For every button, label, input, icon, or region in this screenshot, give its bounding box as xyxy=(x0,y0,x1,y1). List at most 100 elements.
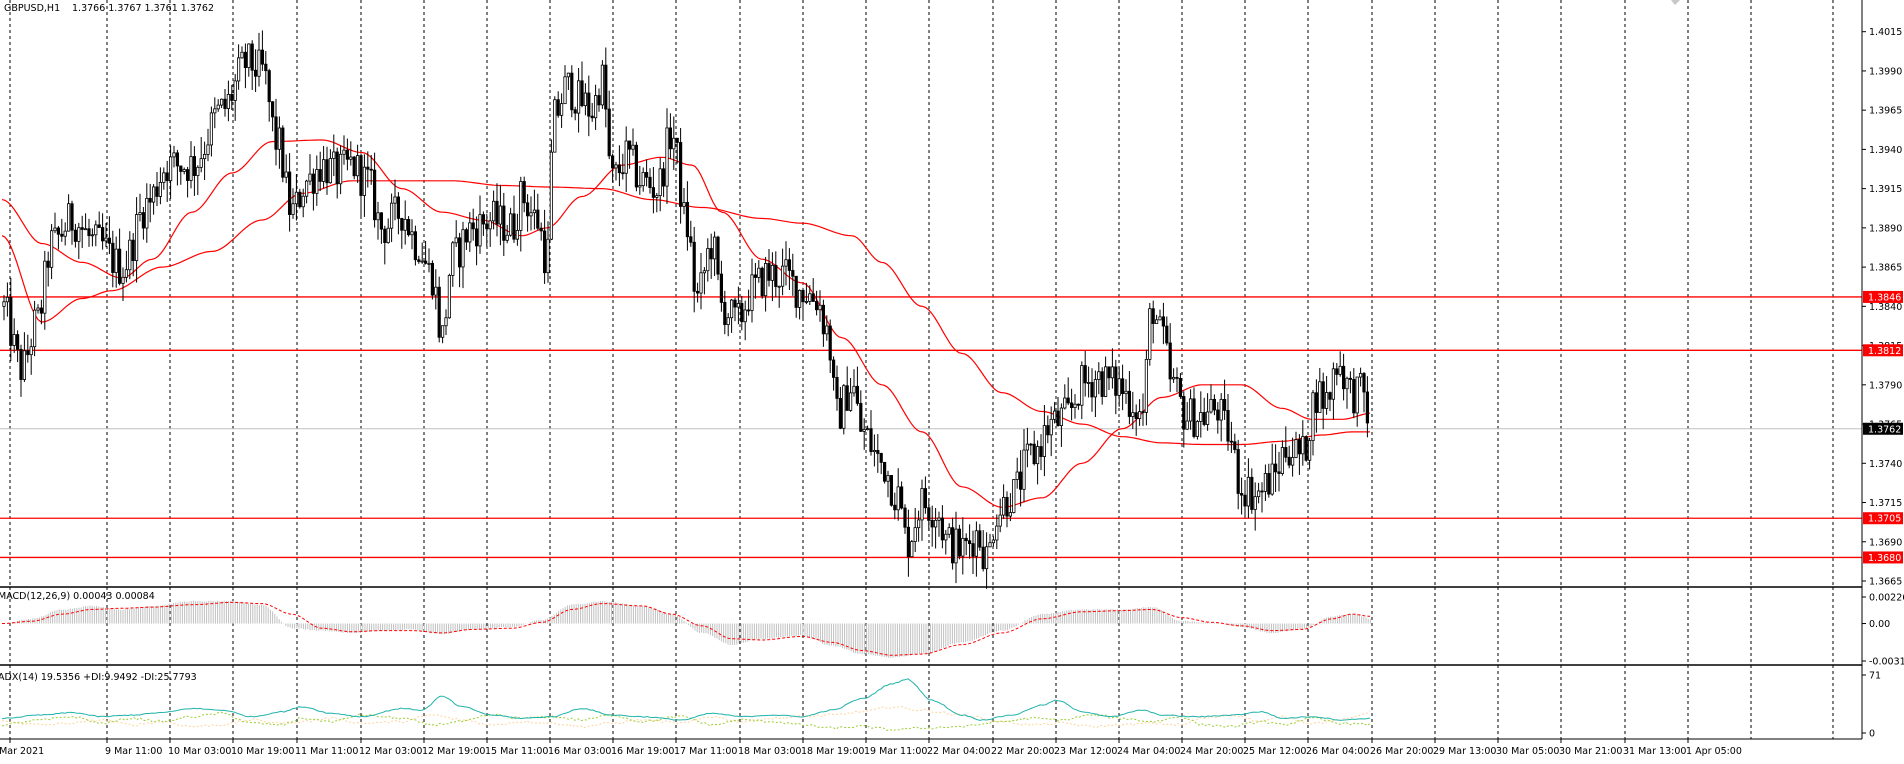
price-tick-label: 1.3690 xyxy=(1869,537,1902,548)
candle-body xyxy=(325,159,329,184)
candle-body xyxy=(1144,358,1148,413)
candle-body xyxy=(111,242,115,273)
candle-body xyxy=(430,262,435,296)
time-tick-label: 18 Mar 19:00 xyxy=(801,746,864,757)
candle-body xyxy=(876,449,880,454)
candle-body xyxy=(719,273,724,303)
adx-plus-di-line xyxy=(2,711,1371,732)
candle-body xyxy=(787,259,792,271)
candle-body xyxy=(451,242,455,276)
candle-body xyxy=(777,285,781,288)
candle-body xyxy=(362,166,367,196)
candle-body xyxy=(859,402,863,432)
candle-body xyxy=(468,222,472,243)
candle-body xyxy=(974,530,979,557)
candle-body xyxy=(73,229,77,242)
candle-body xyxy=(1223,398,1227,411)
candle-body xyxy=(274,116,278,150)
macd-tick-label: 0.00226 xyxy=(1869,593,1904,604)
time-tick-label: 23 Mar 12:00 xyxy=(1054,746,1117,757)
candle-body xyxy=(131,239,135,262)
candle-body xyxy=(328,158,333,184)
candle-body xyxy=(379,212,384,230)
candle-body xyxy=(498,205,503,225)
candle-body xyxy=(1287,456,1291,466)
one-click-trading-icon[interactable] xyxy=(1671,0,1680,5)
candle-body xyxy=(1134,412,1138,420)
candle-body xyxy=(124,269,128,278)
adx-subwindow xyxy=(1,678,1371,732)
candle-body xyxy=(185,169,190,181)
candle-body xyxy=(389,202,394,229)
candle-body xyxy=(1318,381,1322,413)
candle-body xyxy=(614,164,618,169)
candle-body xyxy=(617,164,622,174)
candle-body xyxy=(67,203,71,232)
candle-body xyxy=(1199,412,1203,422)
time-tick-label: 25 Mar 12:00 xyxy=(1243,746,1306,757)
candle-body xyxy=(1257,490,1261,498)
candle-body xyxy=(1022,449,1026,490)
candle-body xyxy=(287,171,292,215)
candle-body xyxy=(594,95,598,119)
candle-body xyxy=(5,296,9,303)
time-tick-label: 30 Mar 21:00 xyxy=(1559,746,1622,757)
candle-body xyxy=(702,270,707,274)
candle-body xyxy=(192,156,196,176)
candle-body xyxy=(934,519,938,528)
candle-body xyxy=(1073,403,1077,409)
candle-body xyxy=(1063,397,1067,409)
candle-body xyxy=(270,101,275,118)
candle-body xyxy=(672,137,676,150)
candle-body xyxy=(284,171,288,178)
candle-body xyxy=(709,248,713,260)
candle-body xyxy=(1165,325,1169,344)
candle-body xyxy=(1195,421,1199,437)
candle-body xyxy=(1240,493,1244,496)
candle-body xyxy=(46,260,50,268)
level-price-tag-label: 1.3812 xyxy=(1868,346,1901,357)
candle-body xyxy=(104,237,108,242)
candle-body xyxy=(519,181,523,231)
price-tick-label: 1.4015 xyxy=(1869,27,1902,38)
candle-body xyxy=(832,359,836,378)
candle-body xyxy=(577,80,581,114)
price-tick-label: 1.3740 xyxy=(1869,459,1902,470)
candle-body xyxy=(838,397,843,429)
candle-body xyxy=(1172,376,1176,380)
horizontal-levels[interactable] xyxy=(0,296,1862,559)
price-axis[interactable]: 1.4015 1.3990 1.3965 1.3940 1.3915 1.3890 1.38… xyxy=(1862,27,1902,588)
candle-body xyxy=(400,218,404,231)
candle-body xyxy=(335,151,339,185)
candle-body xyxy=(33,309,37,348)
candle-body xyxy=(1233,441,1237,450)
candle-body xyxy=(825,325,829,335)
candle-body xyxy=(1297,439,1301,455)
candle-body xyxy=(134,214,139,262)
candle-body xyxy=(849,392,853,411)
candle-body xyxy=(1070,402,1074,409)
candle-body xyxy=(923,488,928,509)
candle-body xyxy=(604,64,608,110)
candle-body xyxy=(396,196,401,219)
price-tick-label: 1.3965 xyxy=(1869,106,1902,117)
candle-body xyxy=(696,290,700,294)
candle-body xyxy=(423,260,428,264)
candle-body xyxy=(230,93,234,101)
candle-body xyxy=(675,137,679,143)
time-tick-label: 8 Mar 2021 xyxy=(0,746,44,757)
candle-body xyxy=(971,543,975,557)
candle-body xyxy=(1325,392,1329,409)
candle-body xyxy=(947,527,951,535)
candle-body xyxy=(845,385,849,411)
candle-body xyxy=(1348,377,1352,380)
candle-body xyxy=(1008,512,1013,517)
time-tick-label: 19 Mar 11:00 xyxy=(864,746,927,757)
candle-body xyxy=(638,185,642,188)
macd-axis: 0.00226 0.00 -0.00319 xyxy=(1862,593,1904,668)
time-tick-label: 22 Mar 04:00 xyxy=(927,746,990,757)
candle-body xyxy=(1100,371,1104,397)
